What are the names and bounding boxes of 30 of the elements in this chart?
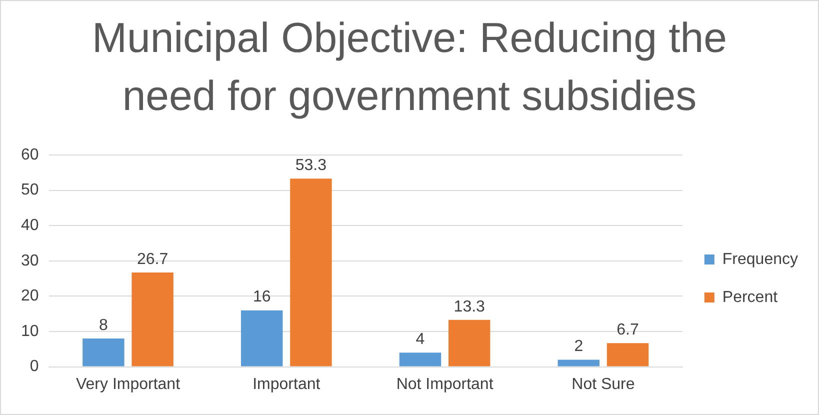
data-label: 8 [98, 316, 108, 334]
bar [132, 272, 174, 366]
x-tick-label: Not Important [396, 376, 494, 393]
data-label: 2 [574, 338, 584, 356]
data-label: 13.3 [454, 298, 486, 316]
y-tick-label: 30 [21, 252, 39, 270]
y-tick-label: 10 [21, 322, 39, 340]
bar [290, 178, 332, 366]
bar [240, 310, 283, 366]
chart-title: Municipal Objective: Reducing the need for government subsidies [90, 13, 728, 121]
legend-label: Percent [722, 288, 778, 306]
bar [82, 338, 124, 366]
legend-label: Frequency [722, 250, 798, 268]
y-tick-label: 20 [21, 288, 39, 305]
data-label: 16 [252, 288, 271, 306]
y-tick-label: 0 [30, 358, 39, 376]
x-tick-label: Important [252, 376, 321, 393]
bar [448, 320, 490, 366]
data-label: 53.3 [295, 157, 327, 174]
data-label: 6.7 [616, 322, 639, 339]
x-tick-label: Not Sure [572, 376, 635, 393]
x-tick-label: Very Important [76, 376, 181, 393]
data-label: 4 [416, 331, 425, 348]
y-tick-label: 50 [21, 182, 39, 199]
bar [558, 360, 600, 366]
bar [606, 343, 649, 366]
y-tick-label: 60 [21, 146, 39, 164]
bar [399, 352, 442, 366]
y-tick-label: 40 [21, 217, 39, 234]
data-label: 26.7 [136, 250, 168, 268]
